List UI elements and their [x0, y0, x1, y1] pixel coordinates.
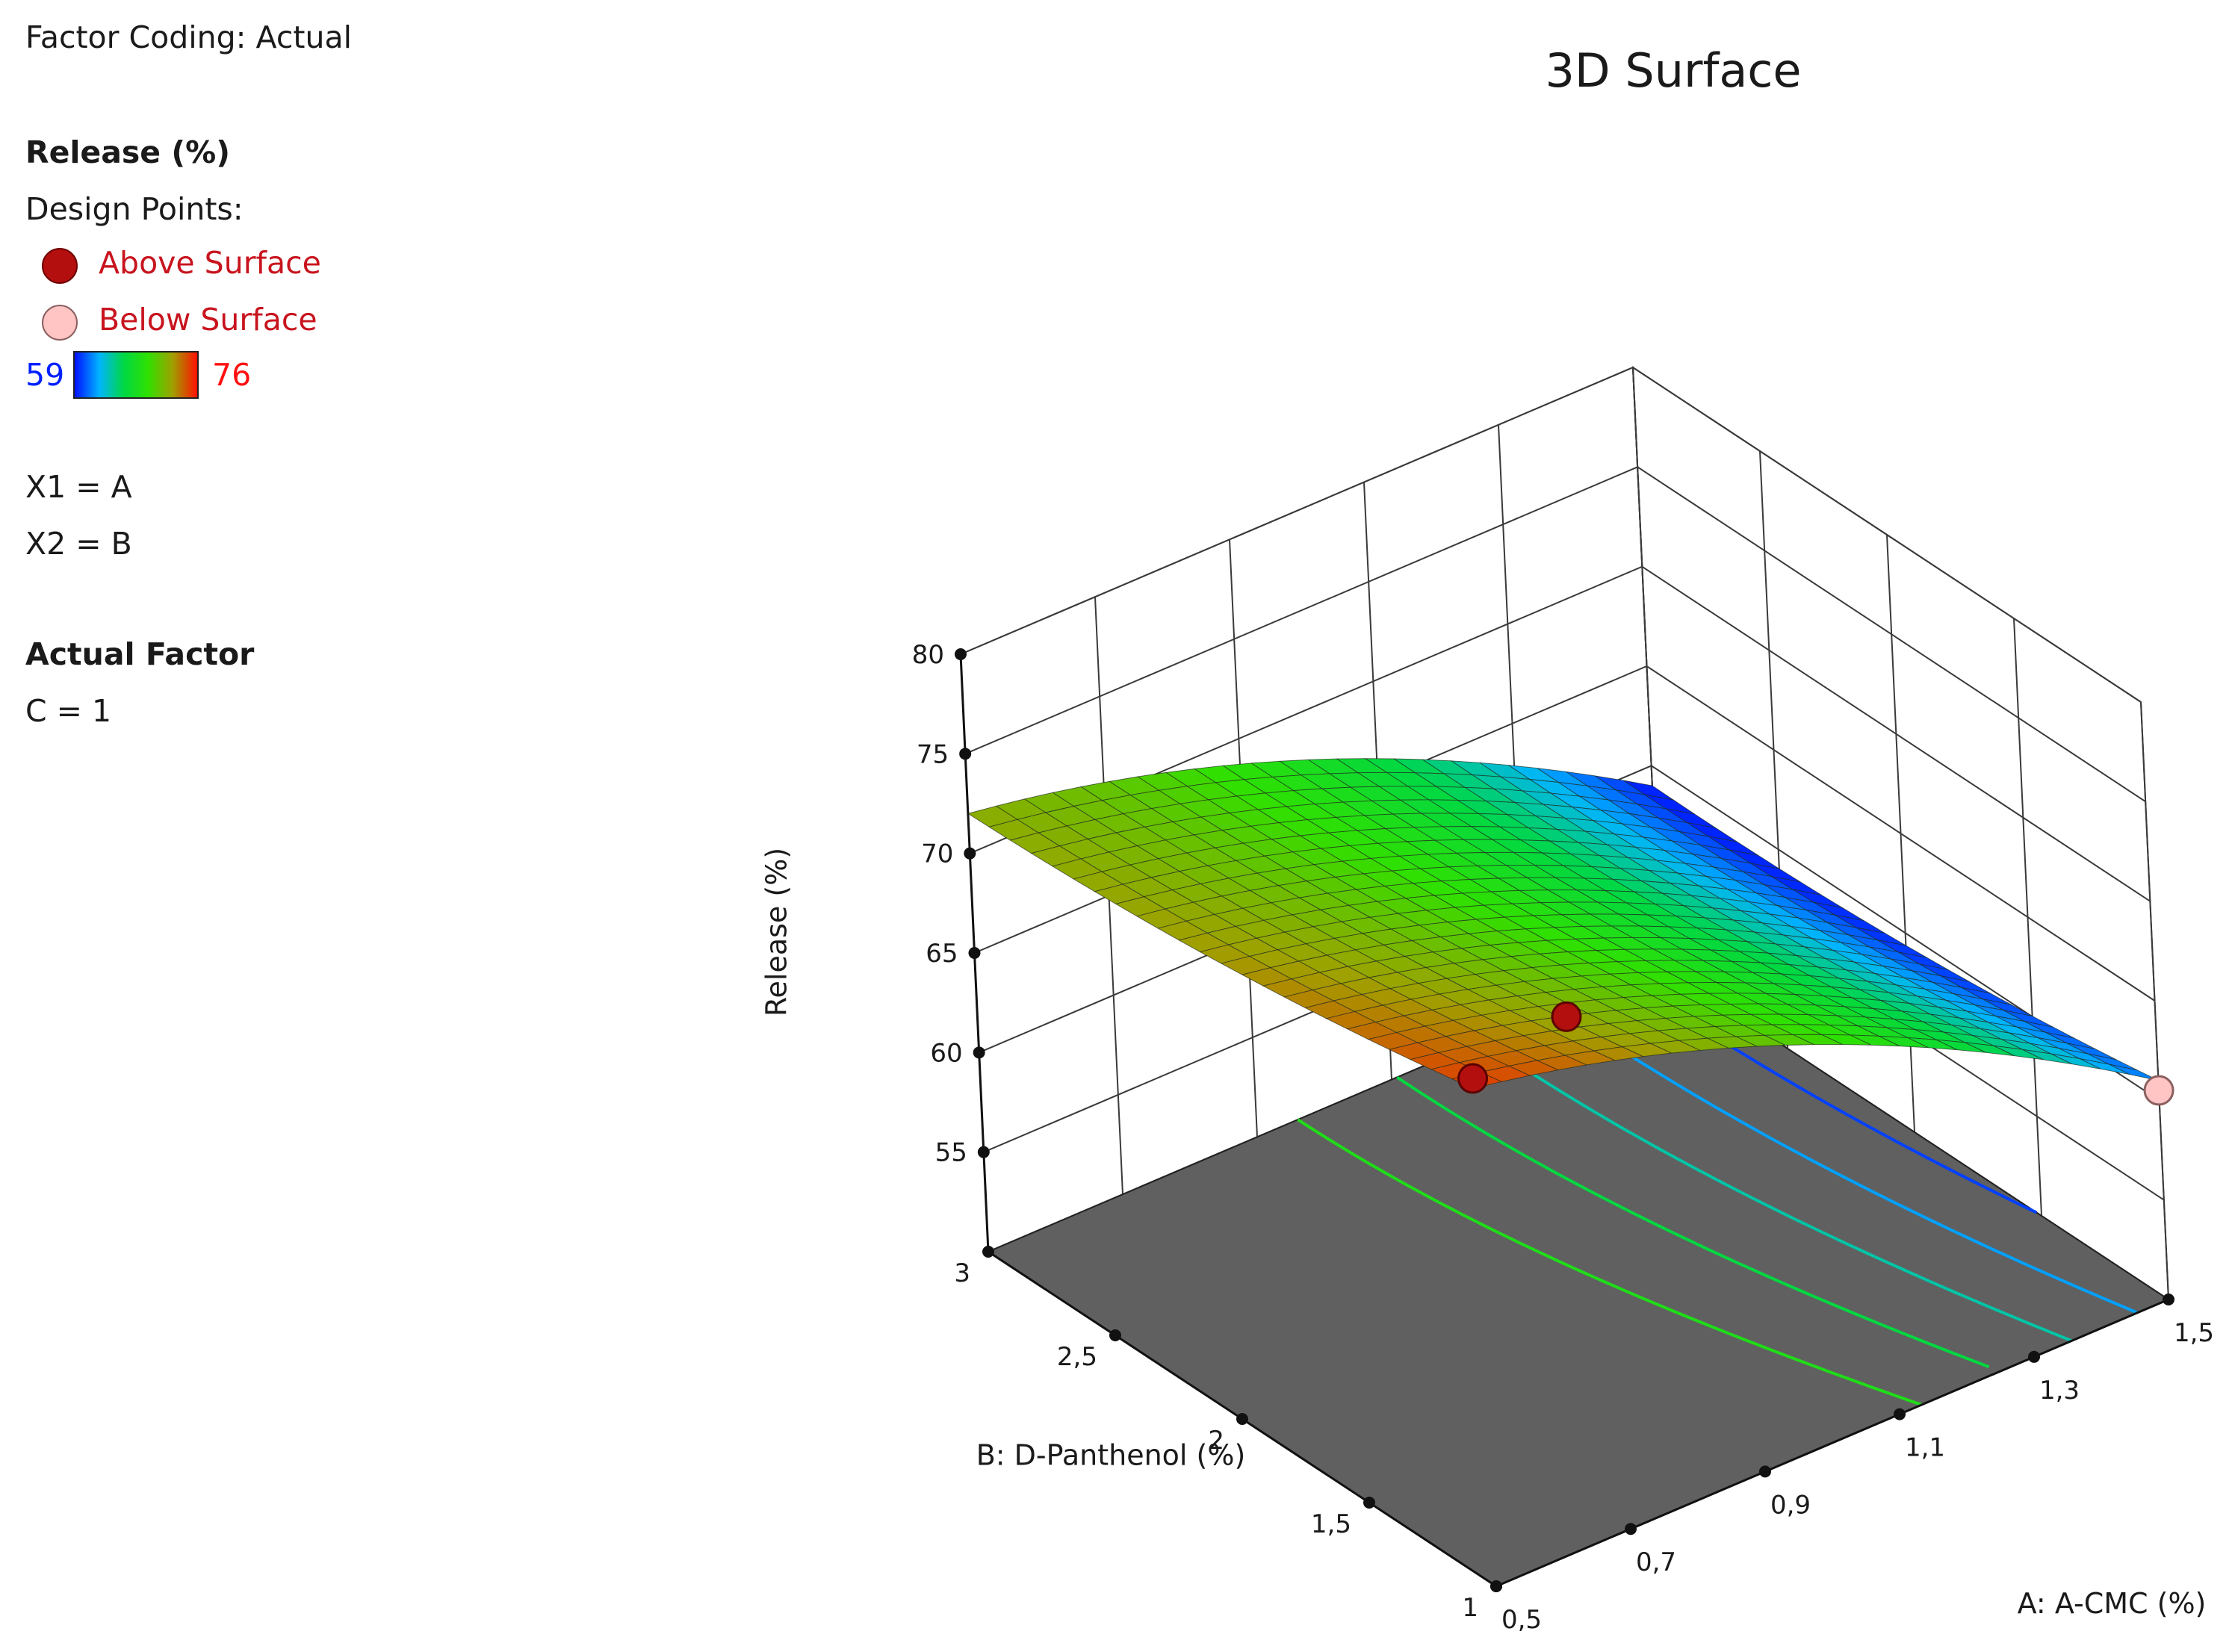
above-surface-label: Above Surface — [99, 245, 321, 281]
x2-assignment: X2 = B — [25, 526, 132, 562]
z-tick — [973, 1046, 985, 1059]
design-points — [1457, 1001, 2174, 1106]
z-tick-label: 80 — [912, 640, 944, 670]
design-point-above — [1551, 1001, 1582, 1032]
a-tick-label: 1,1 — [1905, 1433, 1945, 1463]
a-tick-label: 0,9 — [1770, 1490, 1811, 1520]
above-surface-marker — [42, 248, 78, 284]
z-tick — [977, 1146, 990, 1158]
actual-factor-value: C = 1 — [25, 693, 112, 729]
b-tick-label: 2 — [1208, 1426, 1224, 1456]
design-points-label: Design Points: — [25, 191, 244, 227]
z-tick-label: 55 — [935, 1138, 967, 1168]
b-tick — [1236, 1413, 1248, 1425]
z-tick-label: 60 — [930, 1038, 962, 1068]
b-axis-title: B: D-Panthenol (%) — [976, 1439, 1246, 1472]
b-tick-label: 2,5 — [1057, 1342, 1097, 1372]
factor-coding-label: Factor Coding: Actual — [25, 19, 352, 55]
z-tick — [968, 947, 981, 959]
a-tick-label: 1,3 — [2039, 1376, 2080, 1406]
z-axis-title: Release (%) — [760, 848, 793, 1016]
x1-assignment: X1 = A — [25, 469, 132, 505]
response-surface — [967, 758, 2159, 1089]
a-axis-line — [1495, 1298, 2169, 1588]
a-tick — [2028, 1350, 2040, 1363]
design-point-below — [2143, 1075, 2174, 1106]
z-tick-label: 65 — [926, 939, 958, 969]
b-tick — [1363, 1497, 1375, 1509]
a-tick-label: 0,5 — [1501, 1605, 1542, 1635]
b-tick-label: 3 — [954, 1258, 970, 1288]
a-axis-title: A: A-CMC (%) — [2018, 1587, 2207, 1620]
response-title: Release (%) — [25, 134, 230, 170]
z-tick — [955, 648, 967, 660]
contour-line — [1297, 1118, 1923, 1406]
plot-axes: 0,5 0,7 0,9 1,1 1,3 1,5 A: A-CMC (%) 1 1,5 2 2,5 3 B… — [760, 640, 2214, 1635]
z-tick — [959, 748, 972, 760]
design-point-above — [1457, 1063, 1489, 1094]
b-gridline — [2140, 701, 2169, 1300]
below-surface-marker — [42, 305, 78, 341]
b-tick — [1490, 1580, 1502, 1592]
b-tick-label: 1,5 — [1311, 1509, 1351, 1539]
z-tick-label: 70 — [921, 839, 953, 869]
a-tick — [1894, 1408, 1906, 1420]
b-gridline — [2013, 618, 2042, 1217]
b-tick-label: 1 — [1462, 1593, 1478, 1623]
a-tick-label: 0,7 — [1636, 1547, 1676, 1577]
color-scale-bar — [73, 351, 199, 399]
a-tick-label: 1,5 — [2174, 1318, 2214, 1348]
a-tick — [2163, 1294, 2174, 1305]
z-tick — [964, 847, 976, 860]
z-tick-label: 75 — [917, 739, 949, 769]
contour-line — [1396, 1075, 1990, 1369]
below-surface-label: Below Surface — [99, 302, 317, 338]
a-tick — [1625, 1523, 1637, 1535]
b-tick — [1109, 1329, 1121, 1341]
actual-factor-heading: Actual Factor — [25, 636, 255, 672]
a-tick — [1759, 1465, 1771, 1478]
colorbar-max-label: 76 — [212, 357, 252, 393]
chart-title: 3D Surface — [1545, 43, 1802, 98]
colorbar-min-label: 59 — [25, 357, 65, 393]
